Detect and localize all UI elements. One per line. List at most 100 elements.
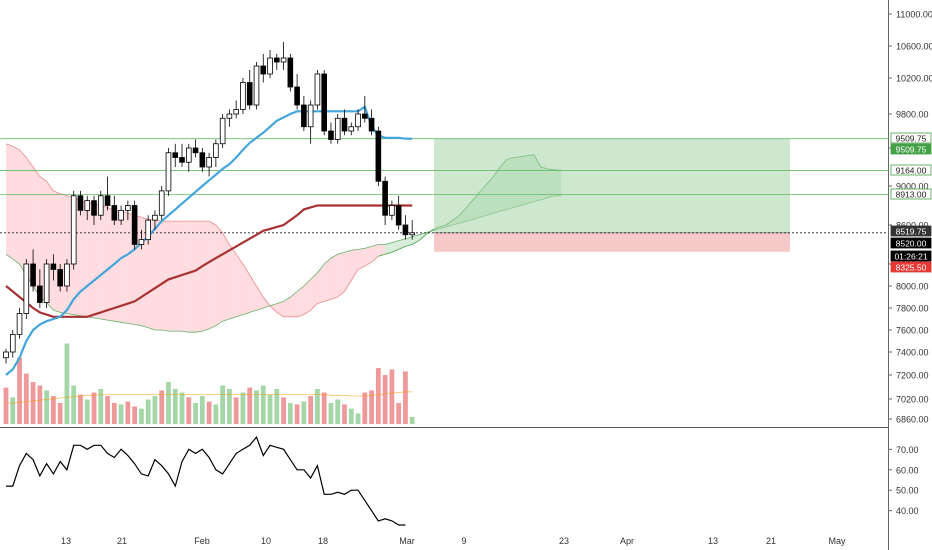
candle-body <box>199 152 206 168</box>
volume-bar <box>118 404 124 424</box>
candle-body <box>97 195 104 216</box>
price-label-box <box>890 250 932 262</box>
long-position-tool[interactable] <box>434 138 790 252</box>
candle-body <box>3 351 9 359</box>
candle-body <box>64 263 70 287</box>
price-label-text: 9164.00 <box>896 165 927 175</box>
cloud-segment <box>53 190 61 313</box>
volume-bar <box>382 375 388 424</box>
osc-tick-label: 60.00 <box>896 465 919 475</box>
candle-body <box>91 200 97 216</box>
volume-bar <box>362 392 368 424</box>
cloud-segment <box>242 264 250 315</box>
cloud-segment <box>12 146 20 264</box>
volume-bar <box>233 397 239 424</box>
time-tick-label: Mar <box>399 536 415 546</box>
volume-bar <box>355 413 361 424</box>
cloud-segment <box>398 238 406 250</box>
volume-bar <box>247 387 253 424</box>
volume-bar <box>335 399 341 424</box>
cloud-segment <box>290 291 298 317</box>
candlesticks <box>3 42 415 364</box>
cloud-segment <box>114 210 122 323</box>
candle-body <box>104 195 111 206</box>
time-axis[interactable]: 13 21 Feb 10 18 Mar 9 23 Apr 13 21 May <box>61 536 846 546</box>
kijun-line <box>5 204 413 318</box>
price-label-box <box>890 237 932 249</box>
target-zone <box>434 138 790 233</box>
candle-body <box>84 200 91 211</box>
volume-ma-line <box>6 391 413 404</box>
price-tick-label: 7600.00 <box>896 326 929 336</box>
volume-bar <box>274 389 280 424</box>
cloud-segment <box>87 202 95 318</box>
volume-bar <box>315 389 320 424</box>
volume-bar <box>179 392 185 424</box>
time-tick-label: Apr <box>620 536 634 546</box>
cloud-segment <box>324 258 331 302</box>
candle-body <box>30 263 36 287</box>
cloud-segment <box>337 252 345 297</box>
price-label-box <box>890 225 932 237</box>
candle-body <box>152 214 158 221</box>
cloud-segment <box>80 200 88 317</box>
volume-bar <box>111 403 117 424</box>
candle-body <box>23 263 30 314</box>
volume-bar <box>409 417 415 424</box>
price-tick-label: 7800.00 <box>896 304 929 314</box>
cloud-segment <box>209 221 216 329</box>
price-label-text: 8325.50 <box>896 262 927 272</box>
candle-body <box>172 152 179 158</box>
cloud-segment <box>19 149 27 275</box>
cloud-segment <box>303 279 311 315</box>
time-tick-label: Feb <box>194 536 210 546</box>
cloud-segment <box>378 244 386 257</box>
time-tick-label: 23 <box>559 536 569 546</box>
candle-body <box>233 109 239 115</box>
volume-bar <box>145 399 151 424</box>
candle-body <box>253 65 260 106</box>
volume-bar <box>37 385 43 424</box>
cloud-segment <box>310 272 318 311</box>
candle-body <box>226 113 233 119</box>
candle-body <box>375 130 382 182</box>
volume-bar <box>294 404 300 424</box>
candle-body <box>43 263 50 303</box>
volume-bar <box>159 390 165 424</box>
cloud-segment <box>60 193 67 314</box>
price-tick-label: 7200.00 <box>896 371 929 381</box>
candle-body <box>294 86 300 106</box>
cloud-segment <box>202 221 210 332</box>
cloud-segment <box>161 221 169 332</box>
cloud-segment <box>188 221 196 333</box>
osc-tick-label: 70.00 <box>896 445 919 455</box>
price-label-text: 9509.75 <box>896 133 927 143</box>
candle-body <box>362 113 368 119</box>
cloud-segment <box>107 207 115 322</box>
volume-bar <box>57 403 63 424</box>
price-label-box <box>890 132 932 144</box>
candle-body <box>409 232 415 236</box>
price-label-text: 8520.00 <box>896 238 927 248</box>
volume-bar <box>227 389 232 424</box>
span-a-line <box>5 143 379 318</box>
candle-body <box>314 73 321 106</box>
volume-bar <box>172 389 178 424</box>
candle-body <box>321 73 327 132</box>
candle-body <box>402 224 409 236</box>
price-tick-label: 11000.00 <box>896 10 932 20</box>
candle-body <box>145 219 151 241</box>
cloud-segment <box>100 205 108 321</box>
cloud-segment <box>256 286 264 311</box>
candle-body <box>341 117 348 132</box>
cloud-segment <box>215 225 223 326</box>
cloud-segment <box>297 286 304 317</box>
price-tick-label: 6860.00 <box>896 415 929 425</box>
volume-bar <box>50 396 56 424</box>
volume-bar <box>139 408 144 424</box>
volume-bar <box>17 357 22 424</box>
candle-body <box>179 157 185 163</box>
time-tick-label: 18 <box>318 536 328 546</box>
cloud-segment <box>182 221 189 333</box>
